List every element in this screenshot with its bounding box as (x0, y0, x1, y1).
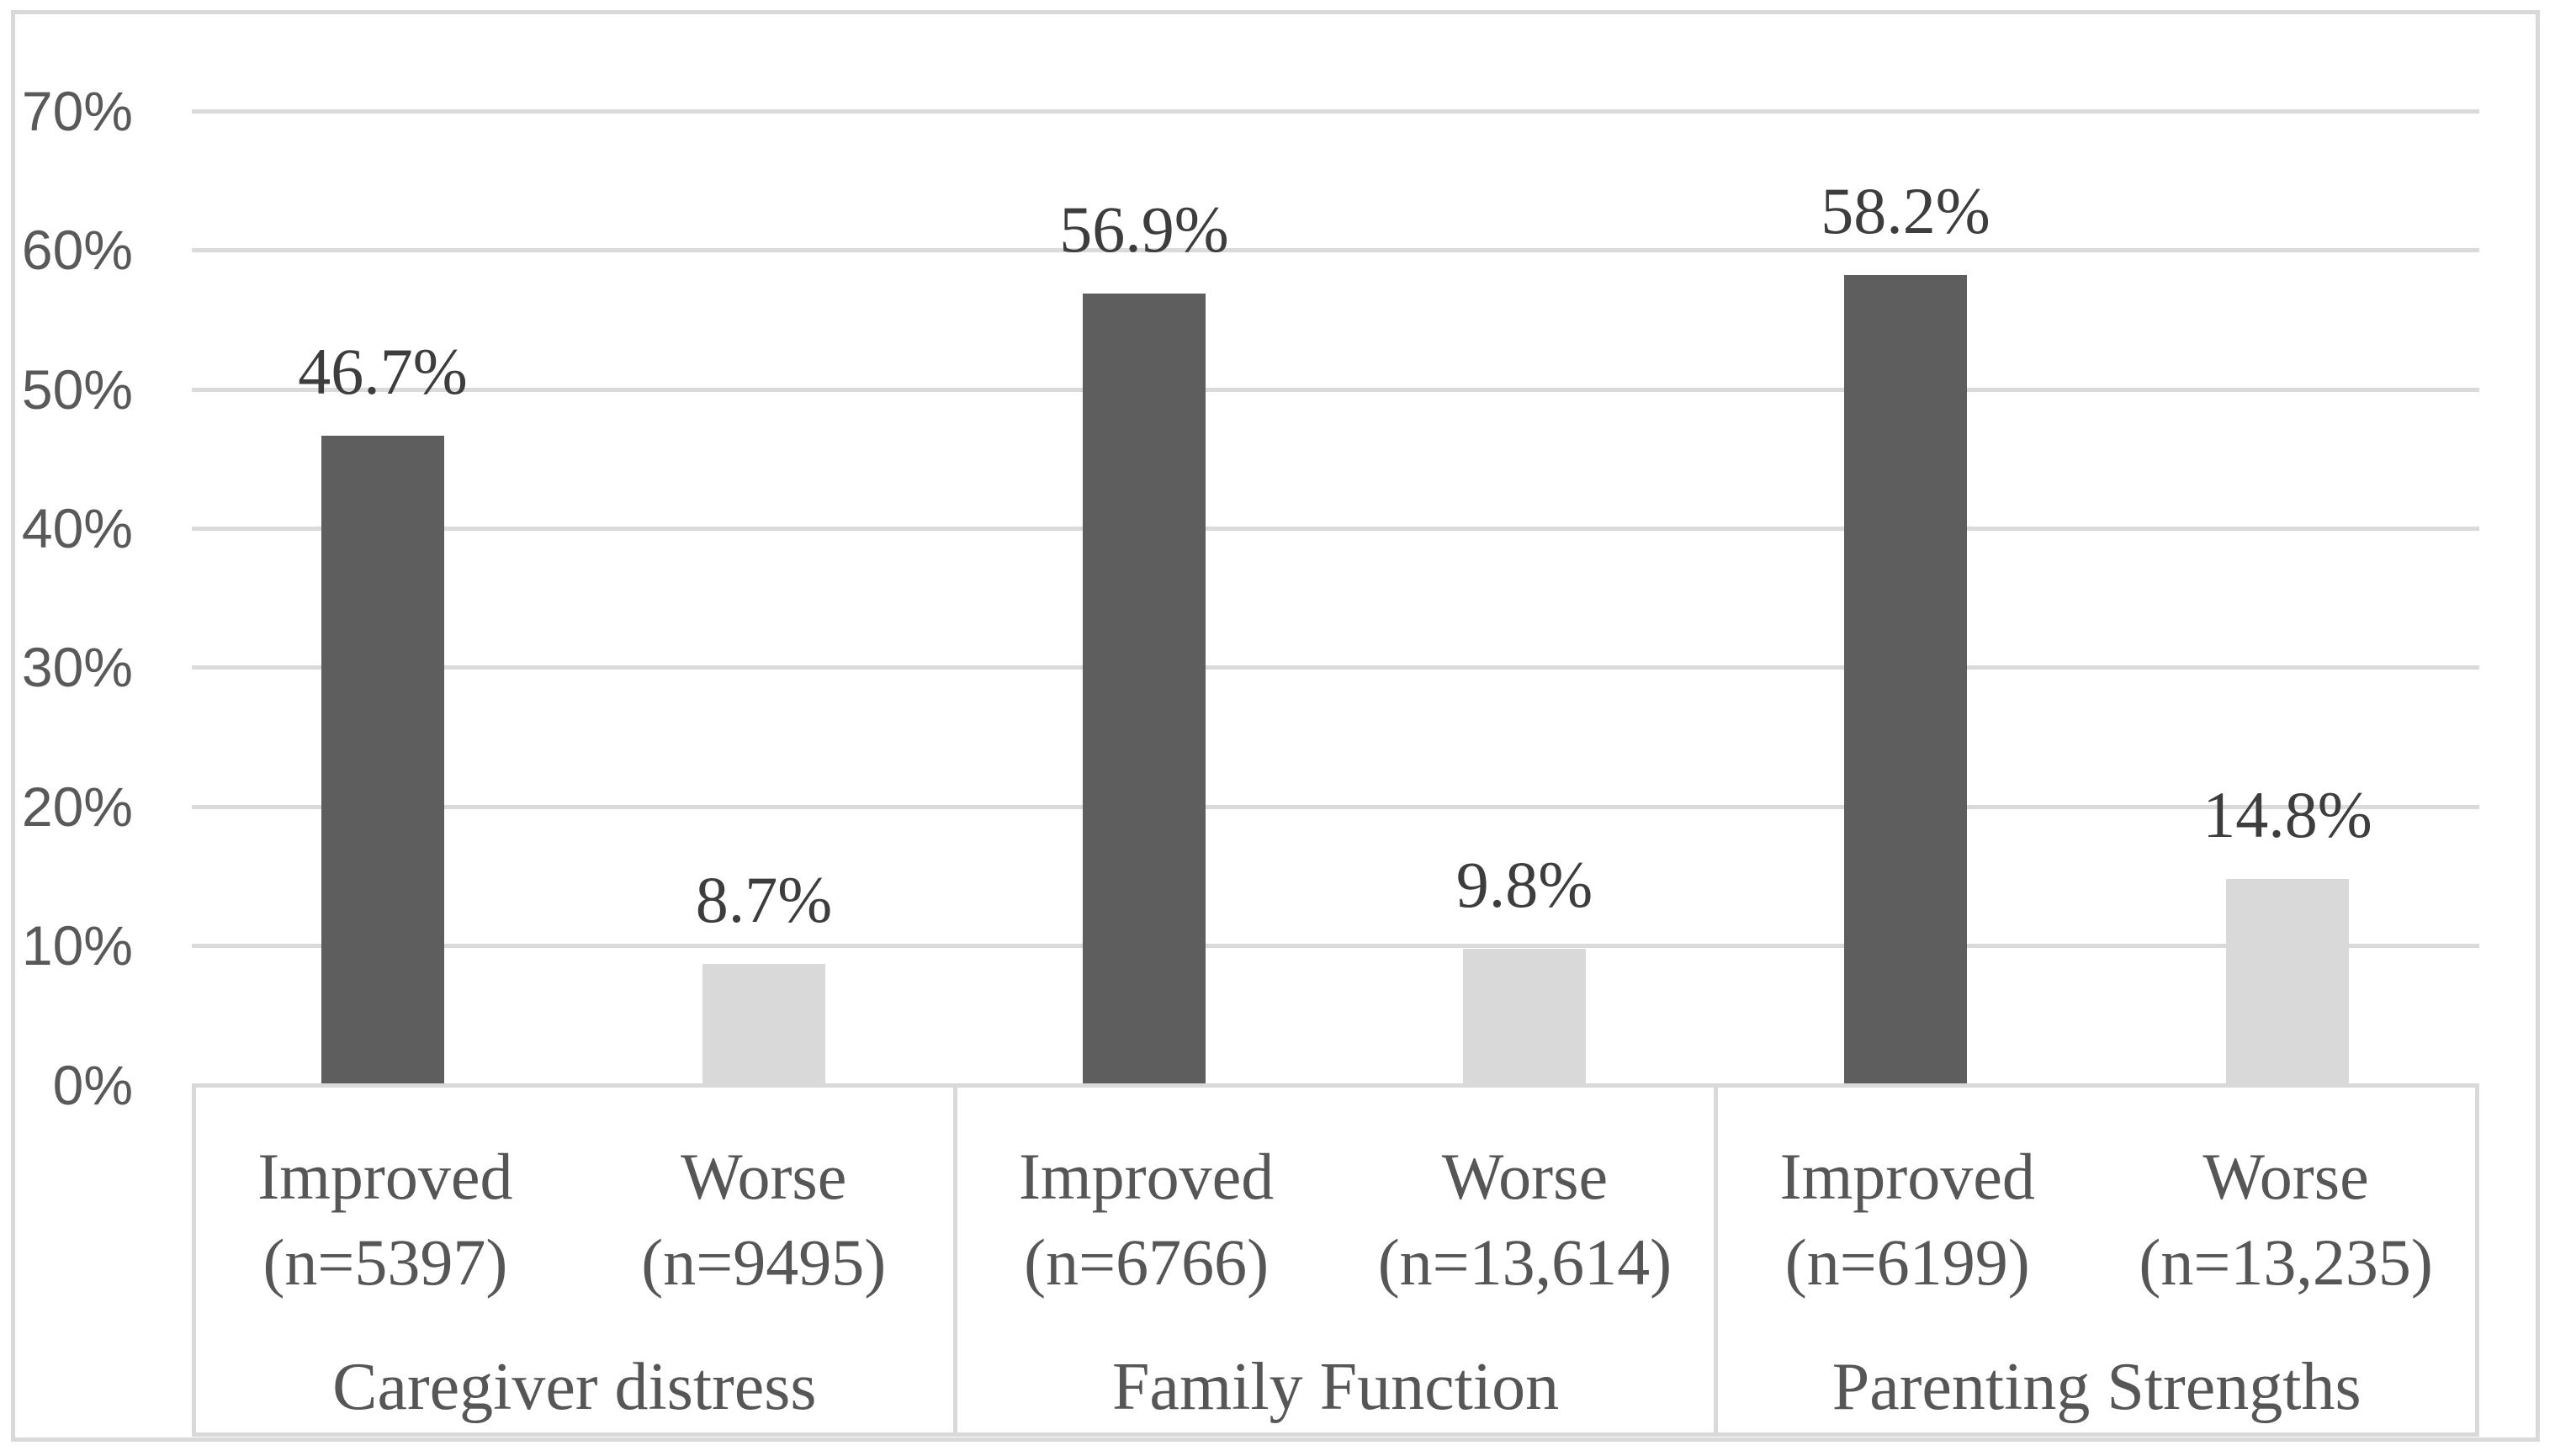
value-label-parenting-worse: 14.8% (2202, 778, 2372, 851)
y-tick-70: 70% (21, 80, 133, 142)
category-family-worse: Worse (n=13,614) (1336, 1134, 1715, 1305)
y-tick-10: 10% (21, 914, 133, 977)
bar-caregiver-distress-worse (702, 964, 825, 1083)
category-label: Improved (1018, 1140, 1275, 1213)
group-family-function: Improved (n=6766) Worse (n=13,614) Famil… (952, 1088, 1715, 1432)
y-tick-50: 50% (21, 358, 133, 421)
category-n-label: (n=13,614) (1377, 1226, 1672, 1299)
group-label-family-function: Family Function (1111, 1350, 1560, 1424)
gridline-10pct (192, 944, 2479, 948)
bar-family-function-worse (1463, 949, 1586, 1083)
y-tick-40: 40% (21, 497, 133, 559)
gridline-50pct (192, 388, 2479, 392)
category-n-label: (n=6199) (1784, 1226, 2030, 1299)
value-label-family-worse: 9.8% (1455, 848, 1593, 921)
category-n-label: (n=6766) (1024, 1226, 1270, 1299)
value-label-caregiver-improved: 46.7% (298, 335, 468, 408)
gridline-30pct (192, 665, 2479, 670)
category-axis-table: Improved (n=5397) Worse (n=9495) Caregiv… (192, 1083, 2479, 1437)
group-caregiver-distress: Improved (n=5397) Worse (n=9495) Caregiv… (196, 1088, 953, 1432)
group-label-parenting-strengths: Parenting Strengths (1831, 1350, 2362, 1424)
y-tick-30: 30% (21, 636, 133, 698)
category-caregiver-improved: Improved (n=5397) (196, 1134, 575, 1305)
bar-caregiver-distress-improved (321, 436, 444, 1083)
category-family-improved: Improved (n=6766) (957, 1134, 1336, 1305)
category-parenting-improved: Improved (n=6199) (1718, 1134, 2096, 1305)
bar-parenting-strengths-worse (2226, 879, 2349, 1083)
category-label: Improved (257, 1140, 513, 1213)
gridline-40pct (192, 527, 2479, 531)
bar-parenting-strengths-improved (1844, 275, 1967, 1083)
category-label: Worse (2202, 1140, 2369, 1213)
y-tick-0: 0% (52, 1054, 133, 1116)
bar-family-function-improved (1083, 294, 1206, 1083)
gridline-60pct (192, 248, 2479, 252)
category-label: Worse (1441, 1140, 1609, 1213)
category-n-label: (n=13,235) (2139, 1226, 2433, 1299)
category-caregiver-worse: Worse (n=9495) (575, 1134, 953, 1305)
group-label-caregiver-distress: Caregiver distress (332, 1350, 817, 1424)
category-label: Improved (1779, 1140, 2035, 1213)
value-label-family-improved: 56.9% (1059, 193, 1229, 266)
y-tick-20: 20% (21, 776, 133, 838)
category-n-label: (n=5397) (262, 1226, 508, 1299)
gridline-20pct (192, 805, 2479, 809)
category-parenting-worse: Worse (n=13,235) (2096, 1134, 2475, 1305)
category-label: Worse (681, 1140, 847, 1213)
group-parenting-strengths: Improved (n=6199) Worse (n=13,235) Paren… (1714, 1088, 2475, 1432)
y-tick-60: 60% (21, 219, 133, 281)
gridline-70pct (192, 109, 2479, 114)
category-n-label: (n=9495) (641, 1226, 887, 1299)
value-label-caregiver-worse: 8.7% (695, 863, 833, 936)
value-label-parenting-improved: 58.2% (1821, 174, 1990, 247)
figure-border (11, 10, 2540, 1442)
